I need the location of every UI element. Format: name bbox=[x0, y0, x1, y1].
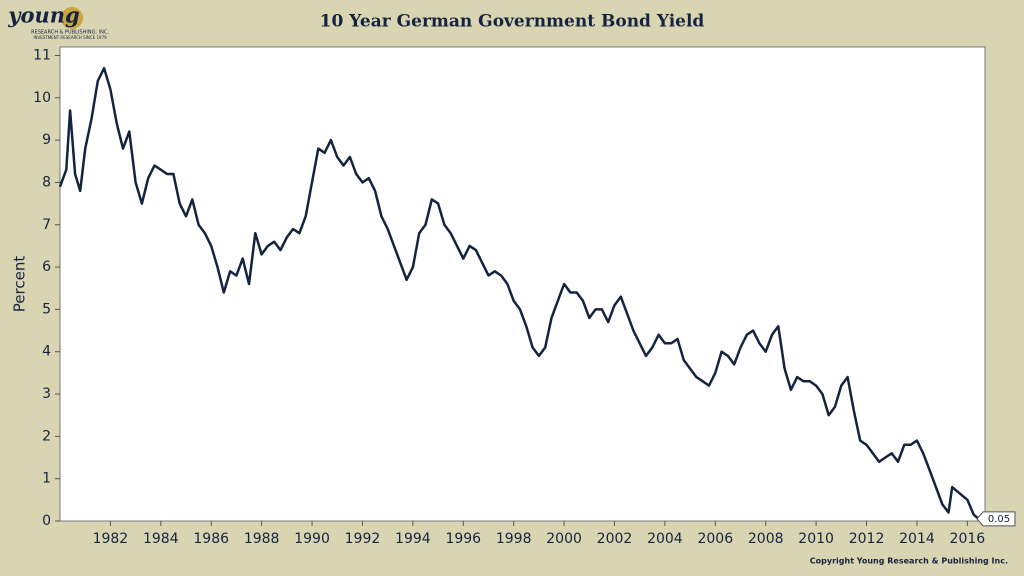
y-tick-label: 2 bbox=[42, 428, 51, 444]
copyright: Copyright Young Research & Publishing In… bbox=[810, 557, 1008, 566]
x-tick-label: 2008 bbox=[748, 531, 784, 547]
y-tick-label: 11 bbox=[33, 47, 51, 63]
x-tick-label: 1988 bbox=[244, 531, 280, 547]
x-tick-label: 2012 bbox=[849, 531, 885, 547]
x-tick-label: 2014 bbox=[899, 531, 935, 547]
x-tick-label: 1984 bbox=[143, 531, 179, 547]
x-tick-label: 1996 bbox=[445, 531, 481, 547]
logo-mark bbox=[61, 7, 83, 29]
end-label-box bbox=[976, 511, 1016, 527]
x-tick-label: 2000 bbox=[546, 531, 582, 547]
y-tick-label: 10 bbox=[33, 90, 51, 106]
x-tick-label: 1994 bbox=[395, 531, 431, 547]
y-tick-label: 8 bbox=[42, 174, 51, 190]
end-label: 0.05 bbox=[988, 514, 1010, 525]
logo-line: INVESTMENT RESEARCH SINCE 1979 bbox=[33, 35, 107, 40]
line bbox=[58, 66, 980, 520]
y-tick-label: 3 bbox=[42, 386, 51, 402]
x-tick-label: 1998 bbox=[496, 531, 532, 547]
y-tick-label: 0 bbox=[42, 513, 51, 529]
y-tick-label: 5 bbox=[42, 301, 51, 317]
logo-line: RESEARCH & PUBLISHING, INC. bbox=[31, 30, 109, 36]
x-tick-label: 2010 bbox=[798, 531, 834, 547]
y-tick-label: 7 bbox=[42, 217, 51, 233]
x-tick-label: 1990 bbox=[294, 531, 330, 547]
y-tick-label: 4 bbox=[42, 344, 51, 360]
x-tick-label: 2006 bbox=[697, 531, 733, 547]
y-tick-label: 6 bbox=[42, 259, 51, 275]
x-tick-label: 1986 bbox=[193, 531, 229, 547]
x-tick-label: 2004 bbox=[647, 531, 683, 547]
x-tick-label: 1992 bbox=[345, 531, 381, 547]
x-tick-label: 2016 bbox=[950, 531, 986, 547]
logo-name: young bbox=[7, 3, 79, 28]
x-tick-label: 2002 bbox=[597, 531, 633, 547]
y-tick-label: 1 bbox=[42, 471, 51, 487]
y-axis-label: Percent bbox=[11, 256, 29, 313]
plot-area bbox=[59, 46, 986, 522]
y-tick-label: 9 bbox=[42, 132, 51, 148]
chart-title: 10 Year German Government Bond Yield bbox=[320, 12, 705, 32]
x-tick-label: 1982 bbox=[93, 531, 129, 547]
